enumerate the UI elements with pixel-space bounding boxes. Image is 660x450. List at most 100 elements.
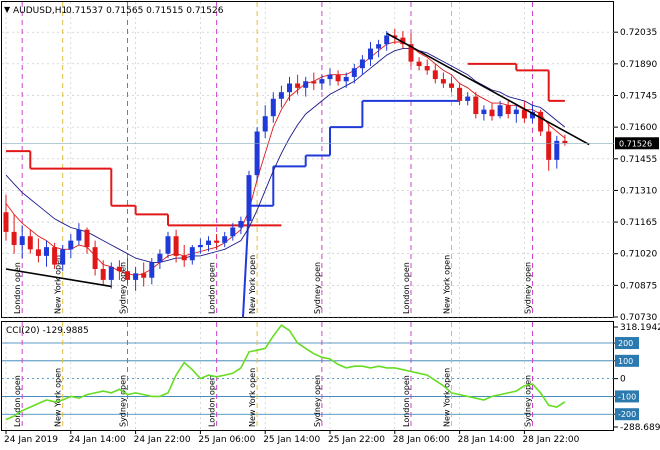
candle-body: [440, 79, 446, 84]
candle-body: [554, 140, 560, 160]
price-tick-label: 0.71745: [620, 91, 657, 101]
candle-body: [27, 236, 33, 250]
candle-body: [230, 227, 236, 237]
time-tick-label: 25 Jan 22:00: [328, 435, 385, 445]
price-tick-label: 0.71600: [620, 123, 657, 133]
cci-level-label: -200: [618, 410, 636, 419]
candle-body: [368, 48, 373, 60]
candle-body: [133, 273, 139, 280]
candle-body: [359, 59, 365, 69]
slow-moving-average: [5, 48, 566, 263]
cci-level-badge: [615, 390, 639, 403]
session-label: Sydney open: [119, 375, 128, 427]
time-tick-label: 24 Jan 22:00: [134, 435, 191, 445]
time-axis: 24 Jan 2019 24 Jan 14:00 24 Jan 22:00 25 Ja…: [4, 430, 580, 445]
candle-body: [303, 81, 309, 88]
time-tick-label: 28 Jan 14:00: [458, 435, 515, 445]
candle-body: [335, 74, 341, 82]
trendlines[interactable]: [5, 32, 590, 288]
cci-indicator-label: CCI(20) -129.9885: [6, 326, 89, 336]
candle-body: [44, 247, 49, 256]
cci-level-label: 100: [618, 357, 633, 366]
candle-body: [84, 229, 90, 248]
candle-body: [311, 81, 317, 84]
time-tick-label: 28 Jan 06:00: [393, 435, 450, 445]
candle-body: [513, 109, 519, 115]
candle-body: [432, 70, 438, 80]
candle-body: [465, 96, 471, 101]
candle-body: [11, 231, 17, 245]
candle-body: [173, 236, 179, 256]
cci-level-label: -100: [618, 392, 636, 401]
candle-body: [530, 111, 535, 119]
trendline[interactable]: [5, 268, 112, 288]
candle-body: [246, 175, 252, 221]
candle-body: [262, 116, 268, 132]
candle-body: [473, 96, 479, 115]
price-tick-label: 0.70730: [620, 313, 657, 323]
price-tick-label: 0.70875: [620, 281, 657, 291]
session-label: New York open: [443, 368, 452, 427]
candle-body: [392, 35, 398, 38]
candle-body: [116, 266, 122, 272]
candle-body: [449, 83, 454, 88]
session-label: London open: [208, 375, 217, 427]
candlesticks: [3, 28, 568, 291]
candle-body: [457, 87, 463, 101]
time-tick-label: 25 Jan 14:00: [263, 435, 320, 445]
candle-body: [481, 109, 487, 115]
cci-level-badge: [615, 354, 639, 367]
candle-body: [505, 105, 511, 115]
candle-body: [214, 240, 220, 243]
lower-stop-step: [242, 205, 250, 318]
candle-body: [497, 105, 503, 117]
candle-body: [319, 79, 325, 84]
candle-body: [141, 273, 147, 278]
candle-body: [546, 131, 552, 160]
candle-body: [222, 236, 228, 243]
price-axis: 0.72035 0.71890 0.71745 0.71600 0.71455 0.713…: [2, 28, 659, 323]
cci-tick-label: -288.6899: [620, 423, 660, 433]
candle-body: [68, 240, 74, 250]
price-tick-label: 0.71455: [620, 155, 657, 165]
candle-body: [181, 255, 187, 261]
candle-body: [287, 83, 292, 93]
cci-line: [5, 324, 566, 421]
price-tick-label: 0.71310: [620, 186, 657, 196]
cci-level-label: 200: [618, 339, 633, 348]
candle-body: [125, 271, 130, 280]
candle-body: [351, 68, 357, 77]
candle-body: [206, 240, 211, 245]
session-label: London open: [13, 262, 22, 314]
candle-body: [521, 109, 527, 119]
session-label: New York open: [248, 368, 257, 427]
candle-body: [157, 253, 163, 263]
current-price-badge: [615, 137, 659, 150]
session-label: Sydney open: [313, 262, 322, 314]
candle-body: [35, 249, 41, 256]
symbol-timeframe: AUDUSD,H1: [13, 6, 67, 16]
candle-body: [538, 111, 544, 132]
candle-body: [327, 74, 333, 80]
chart-down-arrow-icon: ▼: [4, 5, 11, 14]
candle-body: [149, 262, 155, 278]
candle-body: [19, 236, 25, 245]
ohlc-values: 0.71537 0.71565 0.71515 0.71526: [66, 6, 224, 16]
cci-tick-label: 0: [620, 375, 626, 385]
candle-body: [189, 247, 195, 261]
fast-moving-average: [5, 41, 566, 276]
cci-axis: 318.1942 200 100 0 -100 -200 -288.6899: [614, 323, 660, 433]
candle-body: [424, 66, 430, 71]
session-label: New York open: [54, 368, 63, 427]
time-tick-label: 24 Jan 14:00: [69, 435, 126, 445]
cci-level-badge: [615, 408, 639, 421]
trendline[interactable]: [386, 32, 590, 146]
cci-series-line: [5, 324, 566, 421]
candle-body: [270, 98, 276, 117]
cci-tick-label: 318.1942: [620, 323, 660, 333]
candle-body: [416, 61, 422, 67]
candle-body: [92, 247, 98, 269]
session-label: Sydney open: [119, 262, 128, 314]
time-tick-label: 28 Jan 22:00: [522, 435, 579, 445]
